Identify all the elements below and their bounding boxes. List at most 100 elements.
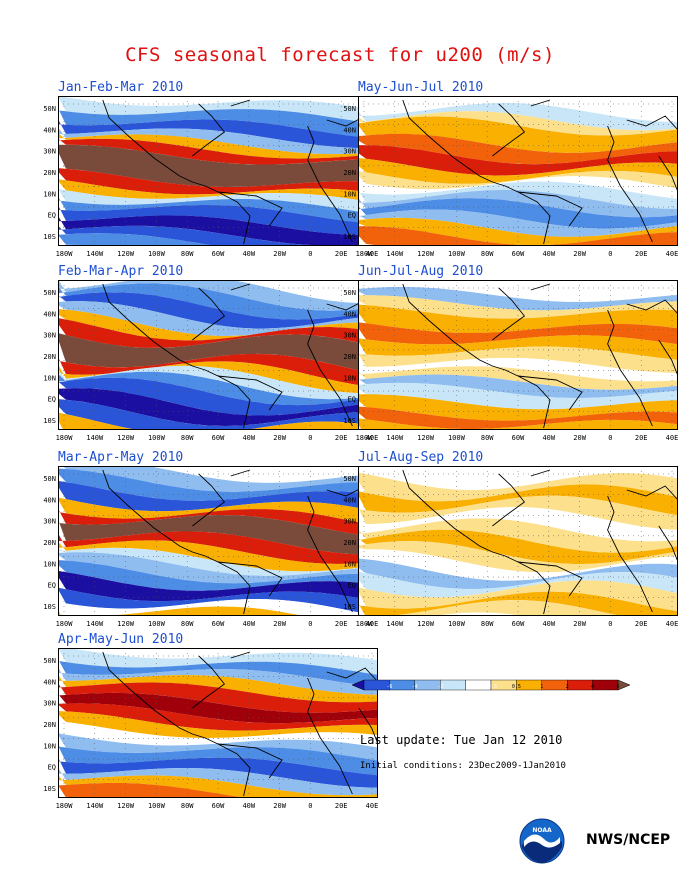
lat-tick-label: 20N [43, 721, 56, 729]
lon-tick-label: 40W [542, 434, 555, 442]
panel-title: May-Jun-Jul 2010 [358, 80, 484, 95]
panel-title: Jul-Aug-Sep 2010 [358, 450, 484, 465]
anomaly-band [58, 215, 378, 246]
anomaly-band [358, 170, 678, 190]
lat-tick-label: 30N [343, 148, 356, 156]
legend-level-label: -0.5 [485, 684, 497, 690]
lat-tick-label: 30N [43, 700, 56, 708]
lon-tick-label: 20E [335, 250, 348, 258]
anomaly-band [58, 468, 378, 501]
anomaly-band [358, 549, 678, 581]
lon-tick-label: 80W [481, 250, 494, 258]
legend-level-label: 1 [540, 684, 543, 690]
forecast-panel: May-Jun-Jul 2010 50N 40N 30N 20N 10N EQ 10S 180W… [343, 80, 678, 266]
lat-tick-label: 40N [343, 496, 356, 504]
lat-tick-label: 10S [43, 417, 56, 425]
lon-tick-label: 120W [117, 250, 135, 258]
forecast-map: 50N 40N 30N 20N 10N EQ 10S 180W 140W 120W 100W 80W 6… [43, 96, 378, 258]
anomaly-band [58, 353, 378, 388]
anomaly-band [358, 295, 678, 319]
lat-tick-label: 10N [343, 560, 356, 568]
anomaly-band [58, 674, 378, 703]
anomaly-band [58, 283, 378, 320]
agency-label: NWS/NCEP [586, 832, 671, 848]
anomaly-band [58, 480, 378, 512]
anomaly-band [358, 580, 678, 612]
anomaly-band [62, 466, 378, 492]
lon-tick-label: 120W [117, 620, 135, 628]
legend-level-label: 6 [616, 684, 619, 690]
lon-tick-label: 20W [273, 250, 286, 258]
anomaly-band [58, 371, 378, 406]
legend-level-label: -6 [386, 684, 392, 690]
lon-tick-label: 40W [542, 620, 555, 628]
lon-tick-label: 100W [448, 434, 466, 442]
lat-tick-label: EQ [348, 212, 356, 220]
lon-tick-label: 20W [573, 250, 586, 258]
anomaly-band [358, 366, 678, 390]
lon-tick-label: 60W [212, 250, 225, 258]
lon-tick-label: 180W [356, 620, 374, 628]
anomaly-band [358, 217, 678, 246]
lon-tick-label: 100W [448, 250, 466, 258]
lon-tick-label: 20W [273, 620, 286, 628]
lat-tick-label: 20N [343, 353, 356, 361]
lon-tick-label: 0 [308, 620, 312, 628]
forecast-map: 50N 40N 30N 20N 10N EQ 10S 180W 140W 120W 100W 80W 6… [343, 280, 678, 442]
anomaly-band [58, 682, 378, 713]
lat-tick-label: 30N [343, 518, 356, 526]
lat-tick-label: 50N [43, 289, 56, 297]
lat-tick-label: 30N [43, 332, 56, 340]
lon-tick-label: 0 [308, 250, 312, 258]
anomaly-band [58, 225, 378, 246]
lat-tick-label: EQ [48, 582, 56, 590]
lon-tick-label: 180W [356, 434, 374, 442]
lon-tick-label: 40E [366, 434, 379, 442]
anomaly-band [358, 357, 678, 382]
lon-tick-label: 140W [386, 434, 404, 442]
lon-tick-label: 0 [308, 802, 312, 810]
anomaly-band [358, 418, 678, 430]
coastline [102, 469, 378, 615]
anomaly-band [58, 127, 378, 155]
lon-tick-label: 120W [417, 620, 435, 628]
lat-tick-label: 10S [343, 417, 356, 425]
lon-tick-label: 140W [386, 620, 404, 628]
anomaly-band [358, 335, 678, 360]
anomaly-band [58, 196, 378, 224]
panel-title: Jun-Jul-Aug 2010 [358, 264, 484, 279]
anomaly-band [58, 497, 378, 526]
panel-title: Jan-Feb-Mar 2010 [58, 80, 184, 95]
forecast-map: 50N 40N 30N 20N 10N EQ 10S 180W 140W 120W 100W 80W 6… [43, 466, 378, 628]
anomaly-band [58, 552, 378, 584]
lat-tick-label: 10S [43, 233, 56, 241]
lat-tick-label: 10N [43, 560, 56, 568]
lon-tick-label: 40W [242, 250, 255, 258]
lon-tick-label: 140W [86, 434, 104, 442]
initial-conditions: Initial conditions: 23Dec2009-1Jan2010 [360, 761, 566, 771]
lon-tick-label: 120W [417, 250, 435, 258]
anomaly-band [358, 280, 678, 303]
anomaly-band [358, 304, 678, 333]
lat-tick-label: EQ [348, 582, 356, 590]
legend-level-label: -1 [463, 684, 469, 690]
anomaly-band [358, 346, 678, 373]
anomaly-band [58, 721, 378, 748]
lon-tick-label: 20E [335, 802, 348, 810]
lon-tick-label: 20W [273, 802, 286, 810]
lon-tick-label: 80W [181, 620, 194, 628]
anomaly-band [58, 399, 378, 430]
anomaly-band [58, 317, 378, 348]
legend-swatch [541, 679, 568, 691]
lat-tick-label: 50N [343, 289, 356, 297]
anomaly-band [358, 466, 678, 491]
lat-tick-label: 50N [43, 657, 56, 665]
lat-tick-label: 10N [43, 374, 56, 382]
lon-tick-label: 120W [117, 802, 135, 810]
lat-tick-label: 40N [43, 678, 56, 686]
anomaly-band [58, 531, 378, 564]
lat-tick-label: 50N [43, 105, 56, 113]
lat-tick-label: EQ [48, 764, 56, 772]
legend-swatch [566, 679, 593, 691]
anomaly-band [358, 102, 678, 131]
